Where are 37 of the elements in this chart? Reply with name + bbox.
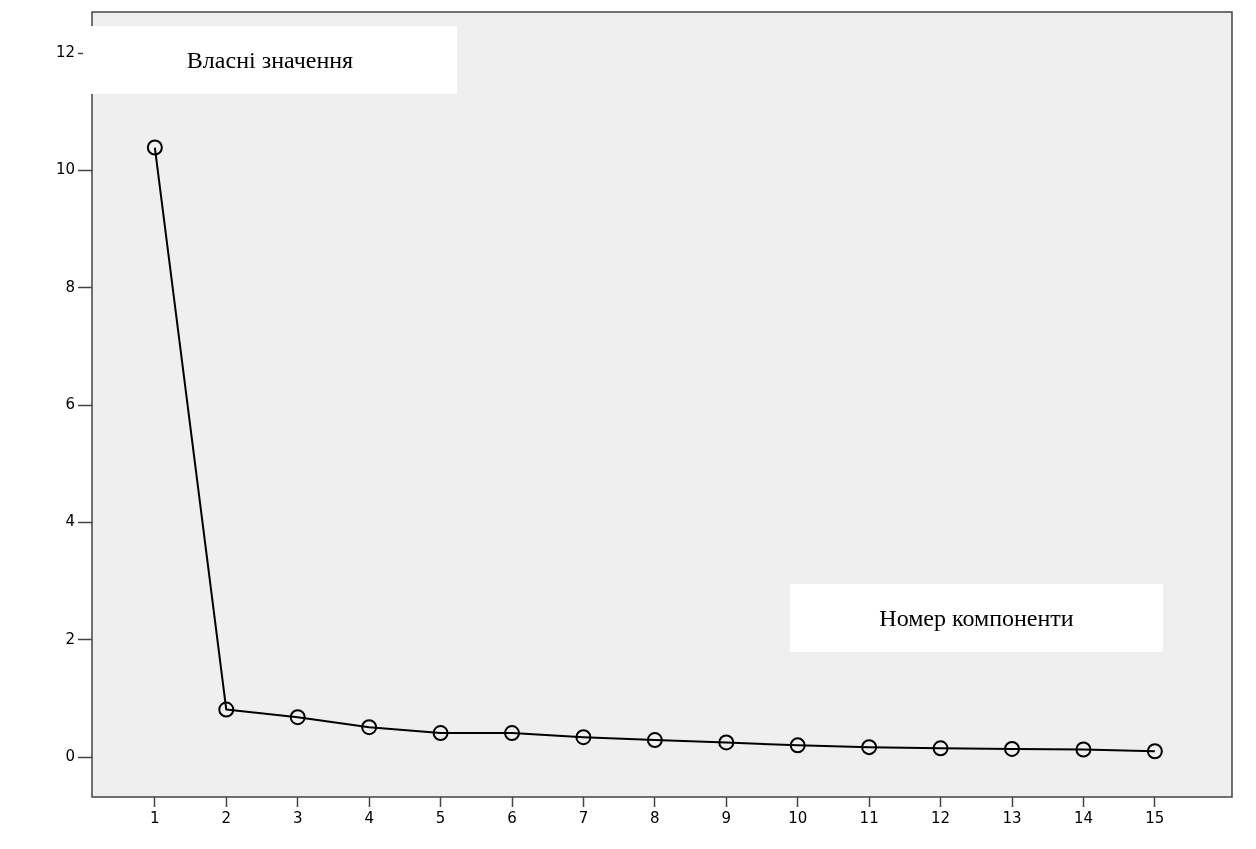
x-tick-label: 2 [221, 808, 232, 827]
point [1075, 741, 1092, 758]
x-tick-label: 1 [150, 808, 160, 827]
point [504, 725, 520, 742]
point [361, 719, 378, 736]
point [1146, 743, 1163, 760]
point [1004, 740, 1020, 757]
point [575, 729, 592, 746]
x-tick-label: 11 [859, 808, 879, 827]
point [932, 740, 949, 757]
y-tick-label: 10 [55, 160, 75, 179]
point [289, 709, 306, 726]
x-tick-label: 5 [435, 808, 446, 827]
y-tick-label: 0 [65, 747, 75, 765]
point [432, 725, 449, 742]
x-tick-label: 13 [1002, 808, 1022, 827]
x-tick-label: 15 [1145, 808, 1165, 827]
point [789, 737, 806, 754]
x-tick-label: 10 [788, 808, 808, 827]
point [646, 732, 663, 749]
y-tick-label: 4 [65, 512, 75, 531]
point [146, 139, 163, 156]
x-tick-label: 6 [507, 808, 517, 827]
point [718, 734, 735, 751]
point [861, 739, 878, 756]
point [218, 701, 235, 718]
x-tick-label: 9 [721, 808, 732, 827]
y-tick-label: 2 [65, 629, 75, 648]
x-tick-label: 8 [650, 808, 660, 827]
x-tick-label: 14 [1073, 808, 1093, 827]
y-tick-label: 8 [65, 277, 75, 296]
y-tick-label: 12 [55, 42, 75, 61]
x-tick-label: 12 [931, 808, 951, 827]
x-tick-label: 4 [364, 808, 374, 827]
x-tick-label: 3 [292, 808, 303, 827]
x-tick-label: 7 [578, 808, 589, 827]
y-tick-label: 6 [65, 394, 75, 413]
